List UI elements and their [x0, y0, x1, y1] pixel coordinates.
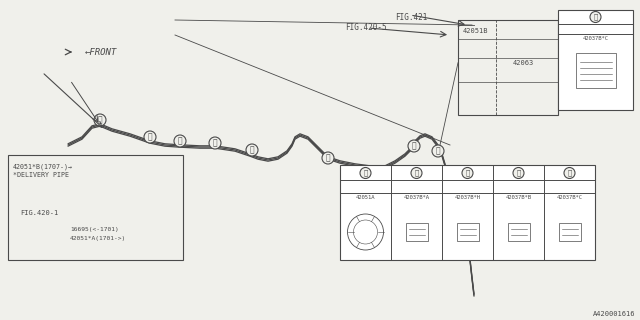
Circle shape [144, 131, 156, 143]
Circle shape [513, 167, 524, 179]
Text: ⑥: ⑥ [326, 154, 330, 163]
Bar [406, 223, 428, 241]
Circle shape [590, 12, 601, 22]
Circle shape [408, 140, 420, 152]
Circle shape [94, 114, 106, 126]
Text: 42037B*A: 42037B*A [403, 195, 429, 200]
Text: ③: ③ [212, 139, 218, 148]
Text: 42051*A(1701->): 42051*A(1701->) [70, 236, 126, 241]
Text: 42063: 42063 [513, 60, 534, 66]
Text: *DELIVERY PIPE: *DELIVERY PIPE [13, 172, 69, 178]
Text: 42037B*C: 42037B*C [582, 36, 609, 41]
Text: ⑤: ⑤ [412, 141, 416, 150]
Text: ①: ① [364, 170, 367, 176]
Text: 42051*B(1707-)→: 42051*B(1707-)→ [13, 163, 73, 170]
Text: ②: ② [148, 132, 152, 141]
Text: 42037B*B: 42037B*B [506, 195, 531, 200]
Text: 42051A: 42051A [356, 195, 375, 200]
Bar [456, 223, 479, 241]
Text: 42037B*H: 42037B*H [454, 195, 481, 200]
Text: A420001616: A420001616 [593, 311, 635, 317]
Text: FIG.421: FIG.421 [395, 13, 428, 22]
Circle shape [462, 167, 473, 179]
Circle shape [411, 167, 422, 179]
Text: ④: ④ [516, 170, 520, 176]
Circle shape [209, 137, 221, 149]
Text: ③: ③ [465, 170, 470, 176]
Text: ⑥: ⑥ [436, 147, 440, 156]
Text: ②: ② [414, 170, 419, 176]
Text: ①: ① [98, 116, 102, 124]
Text: ③: ③ [250, 146, 254, 155]
Circle shape [246, 144, 258, 156]
Text: FIG.420-1: FIG.420-1 [20, 210, 58, 216]
Text: ⑤: ⑤ [178, 137, 182, 146]
Text: ⑤: ⑤ [568, 170, 572, 176]
Text: ⑥: ⑥ [593, 14, 598, 20]
Circle shape [322, 152, 334, 164]
Text: 42051B: 42051B [463, 28, 488, 34]
Text: FIG.420-5: FIG.420-5 [345, 23, 387, 32]
Bar [458, 20, 558, 115]
Bar [559, 223, 580, 241]
Text: 42037B*C: 42037B*C [557, 195, 582, 200]
Text: 16695(<-1701): 16695(<-1701) [70, 227, 119, 232]
Circle shape [360, 167, 371, 179]
Bar [558, 10, 633, 110]
Bar [575, 52, 616, 87]
Text: ←FRONT: ←FRONT [85, 47, 117, 57]
Bar [340, 165, 595, 260]
Circle shape [564, 167, 575, 179]
Bar [8, 155, 183, 260]
Bar [508, 223, 529, 241]
Circle shape [432, 145, 444, 157]
Circle shape [174, 135, 186, 147]
